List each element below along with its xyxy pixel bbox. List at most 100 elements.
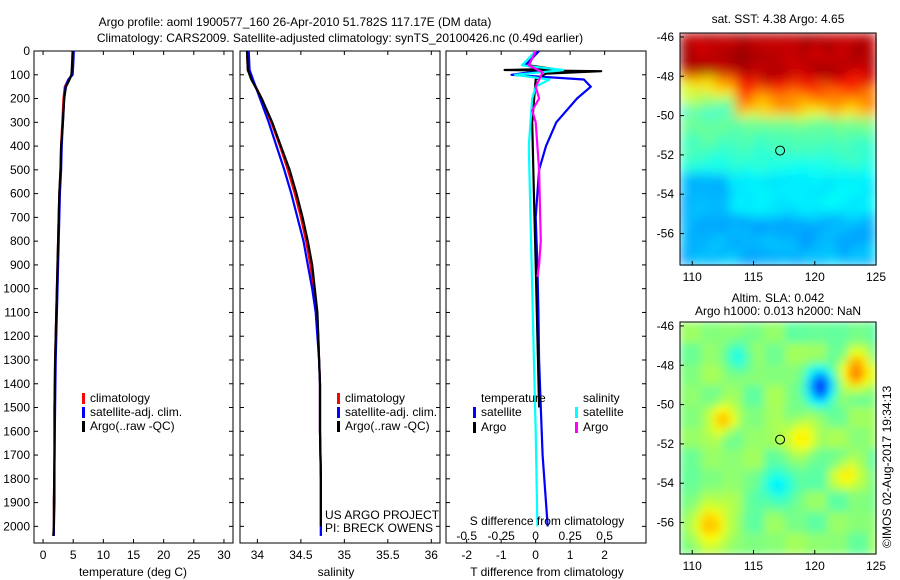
heatmap-cell bbox=[715, 385, 723, 393]
heatmap-cell bbox=[687, 47, 695, 55]
heatmap-cell bbox=[785, 75, 793, 83]
heatmap-cell bbox=[813, 476, 821, 485]
heatmap-cell bbox=[687, 399, 695, 407]
heatmap-cell bbox=[715, 159, 723, 168]
heatmap-cell bbox=[729, 547, 737, 555]
heatmap-cell bbox=[722, 103, 730, 111]
heatmap-cell bbox=[764, 61, 772, 69]
heatmap-cell bbox=[841, 236, 849, 245]
heatmap-cell bbox=[778, 385, 786, 393]
heatmap-cell bbox=[722, 138, 730, 147]
heatmap-cell bbox=[841, 483, 849, 492]
heatmap-cell bbox=[750, 145, 758, 154]
heatmap-cell bbox=[757, 490, 765, 499]
heatmap-cell bbox=[848, 138, 856, 147]
heatmap-cell bbox=[799, 243, 807, 252]
heatmap-cell bbox=[869, 201, 877, 210]
heatmap-cell bbox=[841, 103, 849, 111]
heatmap-cell bbox=[827, 138, 835, 147]
heatmap-cell bbox=[736, 187, 744, 196]
heatmap-cell bbox=[855, 462, 863, 471]
heatmap-cell bbox=[743, 406, 751, 414]
heatmap-cell bbox=[792, 152, 800, 161]
heatmap-cell bbox=[736, 518, 744, 527]
heatmap-cell bbox=[736, 504, 744, 513]
heatmap-cell bbox=[722, 413, 730, 421]
heatmap-cell bbox=[792, 469, 800, 478]
heatmap-cell bbox=[848, 399, 856, 407]
depth-tick-label: 2000 bbox=[3, 519, 30, 533]
heatmap-cell bbox=[694, 173, 702, 182]
heatmap-cell bbox=[806, 483, 814, 492]
heatmap-cell bbox=[694, 532, 702, 541]
heatmap-cell bbox=[820, 117, 828, 125]
heatmap-cell bbox=[701, 180, 709, 189]
heatmap-cell bbox=[722, 40, 730, 48]
heatmap-cell bbox=[848, 427, 856, 436]
heatmap-cell bbox=[680, 89, 688, 97]
heatmap-cell bbox=[701, 208, 709, 217]
heatmap-cell bbox=[743, 336, 751, 344]
heatmap-cell bbox=[827, 497, 835, 506]
heatmap-cell bbox=[715, 166, 723, 175]
heatmap-cell bbox=[771, 201, 779, 210]
heatmap-cell bbox=[820, 138, 828, 147]
heatmap-cell bbox=[729, 329, 737, 337]
heatmap-cell bbox=[806, 124, 814, 132]
heatmap-cell bbox=[743, 258, 751, 266]
heatmap-cell bbox=[743, 152, 751, 161]
heatmap-cell bbox=[799, 110, 807, 118]
heatmap-cell bbox=[869, 455, 877, 464]
heatmap-cell bbox=[736, 243, 744, 252]
heatmap-cell bbox=[806, 40, 814, 48]
heatmap-cell bbox=[813, 364, 821, 372]
heatmap-cell bbox=[855, 329, 863, 337]
heatmap-cell bbox=[701, 152, 709, 161]
heatmap-cell bbox=[757, 75, 765, 83]
heatmap-cell bbox=[848, 455, 856, 464]
heatmap-cell bbox=[764, 364, 772, 372]
heatmap-cell bbox=[757, 159, 765, 168]
heatmap-cell bbox=[855, 336, 863, 344]
heatmap-cell bbox=[820, 180, 828, 189]
heatmap-cell bbox=[771, 61, 779, 69]
heatmap-cell bbox=[729, 406, 737, 414]
heatmap-cell bbox=[834, 152, 842, 161]
heatmap-cell bbox=[862, 229, 870, 238]
heatmap-cell bbox=[778, 392, 786, 400]
heatmap-cell bbox=[827, 476, 835, 485]
heatmap-cell bbox=[862, 47, 870, 55]
heatmap-cell bbox=[855, 187, 863, 196]
heatmap-cell bbox=[862, 448, 870, 457]
heatmap-cell bbox=[757, 476, 765, 485]
heatmap-cell bbox=[862, 110, 870, 118]
heatmap-cell bbox=[834, 364, 842, 372]
heatmap-cell bbox=[715, 497, 723, 506]
heatmap-cell bbox=[708, 511, 716, 520]
heatmap-cell bbox=[813, 385, 821, 393]
heatmap-cell bbox=[757, 399, 765, 407]
heatmap-cell bbox=[708, 413, 716, 421]
heatmap-cell bbox=[680, 194, 688, 203]
heatmap-cell bbox=[764, 124, 772, 132]
heatmap-cell bbox=[729, 490, 737, 499]
heatmap-cell bbox=[757, 103, 765, 111]
heatmap-cell bbox=[848, 539, 856, 548]
heatmap-cell bbox=[862, 441, 870, 450]
heatmap-cell bbox=[806, 145, 814, 154]
heatmap-cell bbox=[736, 420, 744, 428]
heatmap-cell bbox=[799, 343, 807, 351]
x-tick-label: 5 bbox=[70, 548, 77, 562]
heatmap-cell bbox=[771, 420, 779, 428]
heatmap-cell bbox=[708, 159, 716, 168]
heatmap-cell bbox=[813, 236, 821, 245]
heatmap-cell bbox=[841, 455, 849, 464]
heatmap-cell bbox=[778, 518, 786, 527]
heatmap-cell bbox=[792, 124, 800, 132]
heatmap-cell bbox=[680, 427, 688, 436]
heatmap-cell bbox=[792, 532, 800, 541]
heatmap-cell bbox=[869, 250, 877, 259]
heatmap-cell bbox=[736, 525, 744, 534]
heatmap-cell bbox=[687, 378, 695, 386]
